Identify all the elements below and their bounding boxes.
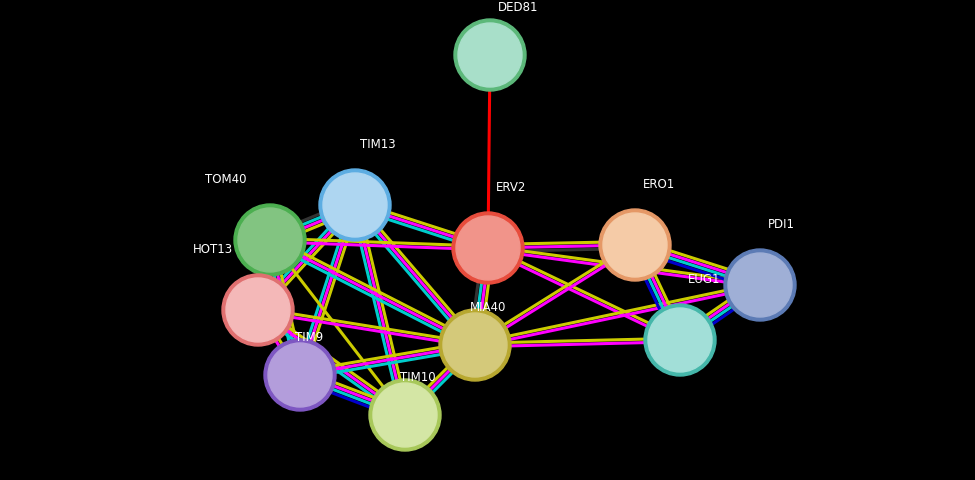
Circle shape [724,249,796,321]
Circle shape [226,278,290,342]
Text: ERV2: ERV2 [496,181,527,194]
Circle shape [728,253,792,317]
Circle shape [439,309,511,381]
Circle shape [648,308,712,372]
Text: EUG1: EUG1 [688,273,721,286]
Circle shape [369,379,441,451]
Circle shape [319,169,391,241]
Circle shape [454,19,526,91]
Circle shape [323,173,387,237]
Circle shape [599,209,671,281]
Circle shape [222,274,294,346]
Circle shape [234,204,306,276]
Circle shape [238,208,302,272]
Text: PDI1: PDI1 [768,218,795,231]
Circle shape [456,216,520,280]
Text: DED81: DED81 [498,1,538,14]
Text: HOT13: HOT13 [193,243,233,256]
Circle shape [373,383,437,447]
Text: MIA40: MIA40 [470,301,506,314]
Text: TOM40: TOM40 [205,173,247,186]
Circle shape [644,304,716,376]
Text: ERO1: ERO1 [643,178,676,191]
Text: TIM10: TIM10 [400,371,436,384]
Text: TIM9: TIM9 [295,331,324,344]
Circle shape [458,23,522,87]
Circle shape [264,339,336,411]
Text: TIM13: TIM13 [360,138,396,151]
Circle shape [452,212,524,284]
Circle shape [268,343,332,407]
Circle shape [443,313,507,377]
Circle shape [603,213,667,277]
